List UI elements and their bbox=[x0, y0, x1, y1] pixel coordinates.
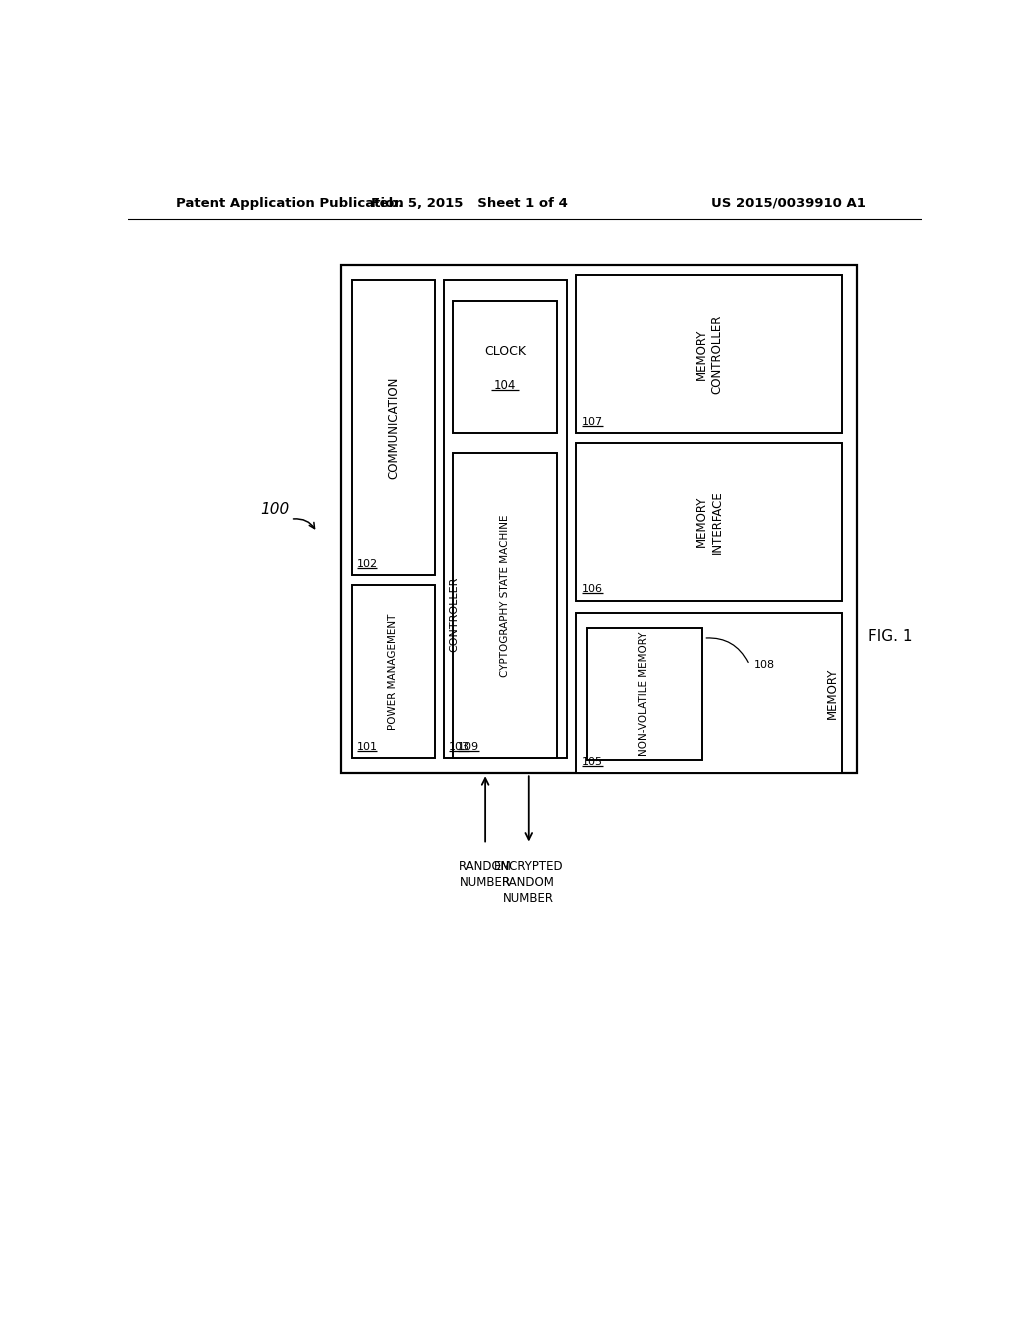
Text: CYPTOGRAPHY STATE MACHINE: CYPTOGRAPHY STATE MACHINE bbox=[500, 515, 510, 677]
Text: NON-VOLATILE MEMORY: NON-VOLATILE MEMORY bbox=[639, 632, 649, 756]
Bar bbox=[577, 444, 842, 601]
Text: CONTROLLER: CONTROLLER bbox=[450, 577, 459, 652]
Text: 105: 105 bbox=[582, 758, 603, 767]
Bar bbox=[587, 628, 701, 760]
Text: 102: 102 bbox=[356, 560, 378, 569]
Text: MEMORY: MEMORY bbox=[825, 668, 839, 718]
Text: MEMORY
CONTROLLER: MEMORY CONTROLLER bbox=[695, 314, 724, 393]
Text: 100: 100 bbox=[260, 502, 290, 516]
Bar bbox=[577, 276, 842, 433]
Bar bbox=[352, 585, 435, 758]
Text: 106: 106 bbox=[582, 585, 603, 594]
Text: 103: 103 bbox=[449, 742, 470, 752]
Text: US 2015/0039910 A1: US 2015/0039910 A1 bbox=[712, 197, 866, 210]
Text: MEMORY
INTERFACE: MEMORY INTERFACE bbox=[695, 490, 724, 553]
Text: 104: 104 bbox=[494, 379, 516, 392]
Text: 101: 101 bbox=[356, 742, 378, 752]
Bar bbox=[454, 453, 557, 758]
Text: COMMUNICATION: COMMUNICATION bbox=[387, 376, 400, 479]
Text: ENCRYPTED
RANDOM
NUMBER: ENCRYPTED RANDOM NUMBER bbox=[494, 859, 563, 904]
Text: RANDOM
NUMBER: RANDOM NUMBER bbox=[459, 859, 512, 888]
Text: 108: 108 bbox=[754, 660, 774, 671]
Bar bbox=[454, 301, 557, 433]
Text: FIG. 1: FIG. 1 bbox=[867, 628, 912, 644]
Text: 107: 107 bbox=[582, 417, 603, 426]
Text: 109: 109 bbox=[458, 742, 479, 752]
Text: CLOCK: CLOCK bbox=[484, 345, 526, 358]
Bar bbox=[341, 265, 856, 774]
Text: Patent Application Publication: Patent Application Publication bbox=[176, 197, 403, 210]
Bar bbox=[443, 280, 567, 758]
Text: POWER MANAGEMENT: POWER MANAGEMENT bbox=[388, 614, 398, 730]
Bar bbox=[352, 280, 435, 576]
Bar bbox=[577, 612, 842, 774]
Text: Feb. 5, 2015   Sheet 1 of 4: Feb. 5, 2015 Sheet 1 of 4 bbox=[371, 197, 567, 210]
